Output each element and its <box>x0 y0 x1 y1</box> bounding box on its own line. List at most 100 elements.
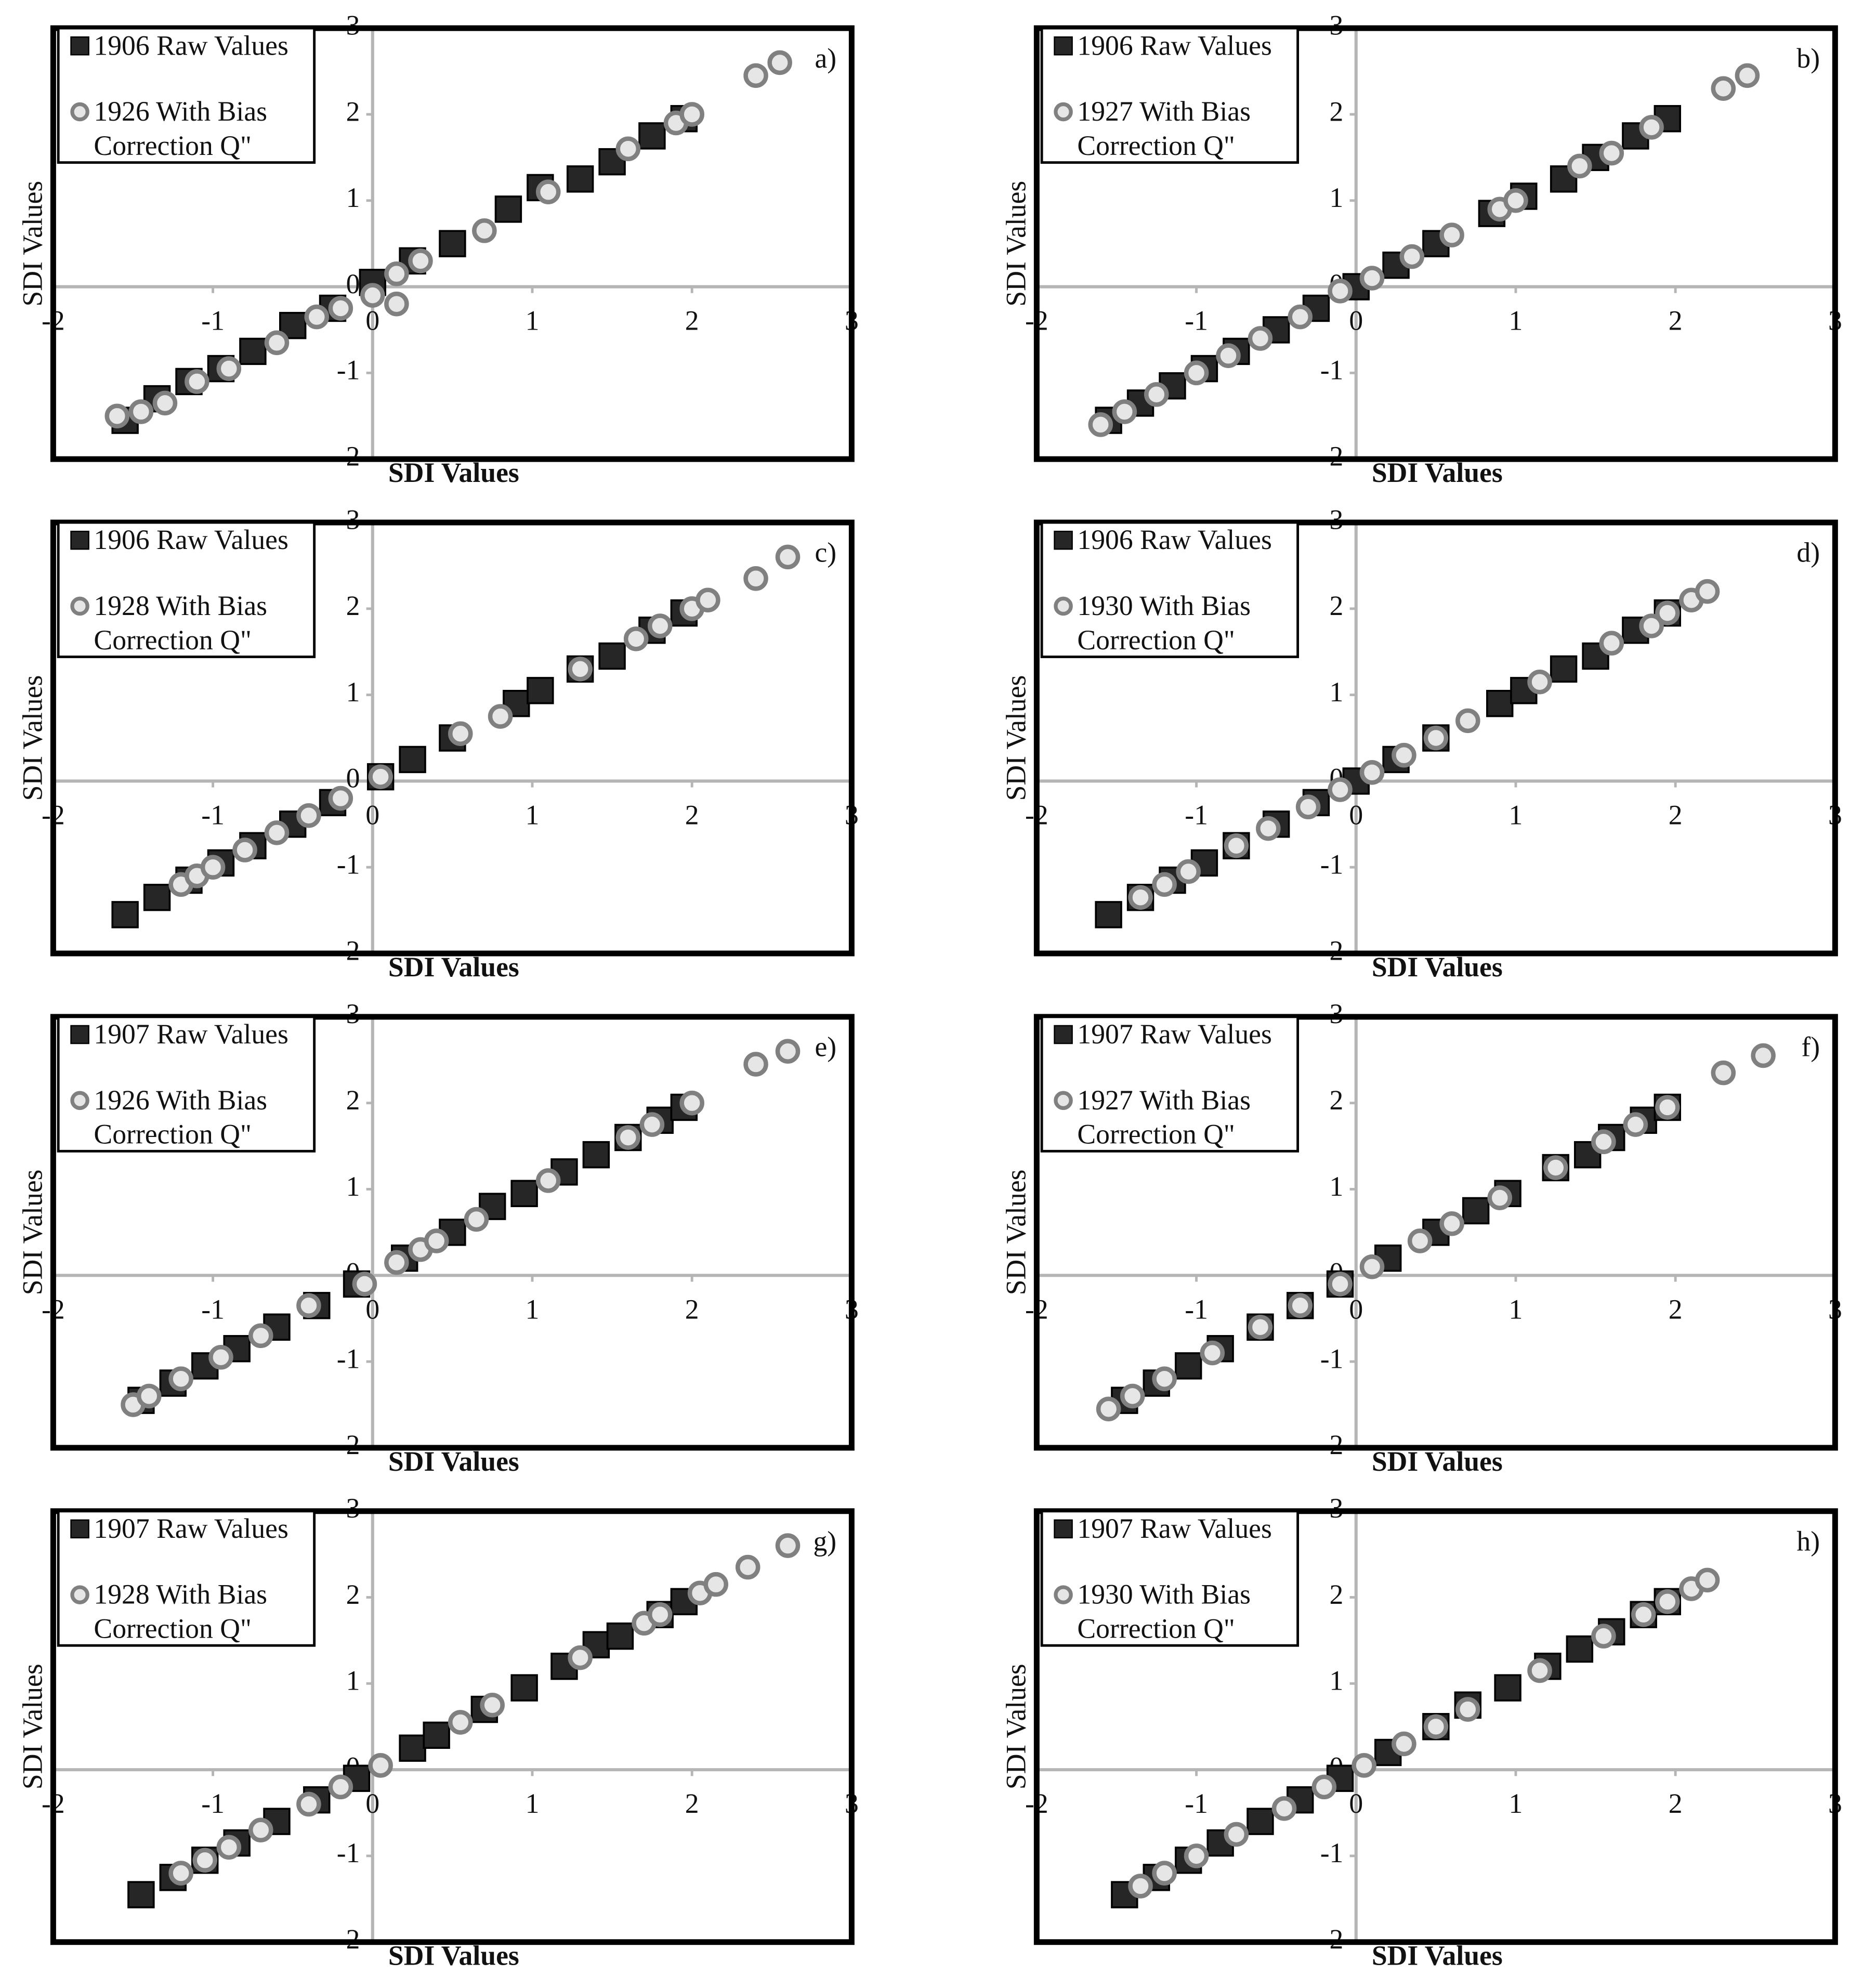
legend-entry: 1927 With Bias Correction Q" <box>1077 1084 1251 1150</box>
y-tick-label: -2 <box>337 935 360 966</box>
point <box>1711 1060 1736 1085</box>
point <box>296 803 321 828</box>
x-tick-label: 1 <box>526 1788 540 1819</box>
point <box>775 1533 801 1558</box>
legend-box <box>1040 1510 1300 1647</box>
point <box>1439 1211 1464 1236</box>
legend-box <box>57 1510 316 1647</box>
point <box>200 855 226 880</box>
panel-label: f) <box>1801 1031 1820 1063</box>
legend-entry: 1906 Raw Values <box>1077 30 1271 61</box>
x-tick-label: 2 <box>1669 1293 1683 1325</box>
point <box>1200 1340 1225 1366</box>
y-tick-label: 2 <box>346 590 360 621</box>
point <box>1088 412 1113 437</box>
point <box>136 1383 162 1409</box>
point <box>1359 266 1385 291</box>
point <box>568 1645 593 1670</box>
y-axis-label: SDI Values <box>17 1664 48 1789</box>
point <box>408 248 433 273</box>
point <box>439 230 466 257</box>
legend-label: 1907 Raw Values <box>1077 1512 1272 1545</box>
point <box>1503 188 1528 213</box>
point <box>1494 1674 1521 1702</box>
legend-marker <box>70 36 89 56</box>
panel-label: d) <box>1796 537 1820 568</box>
x-tick-label: -1 <box>201 1788 225 1819</box>
point <box>1591 1129 1616 1155</box>
legend-label: 1906 Raw Values <box>94 524 288 556</box>
legend-entry: 1907 Raw Values <box>1077 1512 1272 1545</box>
x-tick-label: 0 <box>365 1788 379 1819</box>
point <box>239 337 267 365</box>
point <box>216 1835 242 1860</box>
x-tick-label: 2 <box>1669 305 1683 336</box>
point <box>1399 244 1425 269</box>
x-tick-label: 1 <box>1509 799 1523 830</box>
point <box>1256 816 1281 841</box>
y-tick-label: -2 <box>1320 1924 1344 1955</box>
point <box>128 399 154 424</box>
y-tick-label: 0 <box>346 763 360 794</box>
y-tick-label: 3 <box>346 998 360 1029</box>
x-tick-label: 1 <box>526 799 540 830</box>
x-axis-label: SDI Values <box>388 1940 519 1971</box>
point <box>1359 760 1385 785</box>
point <box>775 544 801 570</box>
x-tick-label: 2 <box>685 305 699 336</box>
point <box>1543 1155 1568 1180</box>
point <box>1248 1314 1273 1340</box>
x-tick-label: 0 <box>365 305 379 336</box>
point <box>1271 1796 1297 1821</box>
point <box>423 1721 450 1749</box>
point <box>111 901 139 928</box>
y-tick-label: -1 <box>1320 355 1344 386</box>
x-tick-label: 2 <box>685 1788 699 1819</box>
legend-entry: 1928 With Bias Correction Q" <box>94 590 267 656</box>
point <box>1487 1185 1513 1210</box>
point <box>399 746 426 774</box>
legend-label: 1907 Raw Values <box>1077 1018 1272 1050</box>
point <box>1328 279 1353 304</box>
point <box>448 721 473 746</box>
legend-label: 1926 With Bias Correction Q" <box>94 1084 268 1150</box>
legend-box <box>1040 1015 1300 1153</box>
legend-entry: 1906 Raw Values <box>1077 524 1271 555</box>
x-axis-label: SDI Values <box>388 457 519 488</box>
point <box>1359 1254 1385 1279</box>
x-tick-label: 1 <box>526 305 540 336</box>
plot-frame <box>1033 519 1838 957</box>
x-axis-label: SDI Values <box>1372 1446 1503 1477</box>
x-tick-label: 2 <box>685 799 699 830</box>
point <box>1631 1602 1656 1627</box>
point <box>1144 382 1169 407</box>
x-tick-label: 2 <box>1669 1788 1683 1819</box>
legend-marker <box>1054 1025 1073 1044</box>
plot-frame <box>1033 1508 1838 1945</box>
legend-label: 1930 With Bias Correction Q" <box>1077 590 1251 656</box>
point <box>1695 1567 1720 1593</box>
point <box>384 1250 409 1275</box>
point <box>775 1039 801 1064</box>
point <box>1423 1714 1449 1739</box>
y-tick-label: 2 <box>346 1084 360 1116</box>
legend-marker <box>1054 596 1073 616</box>
plot-frame <box>1033 1014 1838 1451</box>
legend-marker <box>1054 36 1073 56</box>
point <box>1096 1396 1121 1422</box>
legend-entry: 1926 With Bias Correction Q" <box>94 95 267 161</box>
point <box>1224 833 1249 858</box>
x-tick-label: -1 <box>1185 799 1208 830</box>
point <box>615 136 641 162</box>
legend-label: 1907 Raw Values <box>94 1018 288 1050</box>
point <box>1352 1753 1376 1778</box>
point <box>1527 1658 1552 1683</box>
legend-entry: 1928 With Bias Correction Q" <box>94 1578 267 1644</box>
point <box>127 1881 155 1908</box>
y-tick-label: -1 <box>1320 1837 1344 1868</box>
y-tick-label: 3 <box>346 1493 360 1524</box>
point <box>448 1710 473 1735</box>
point <box>185 369 209 394</box>
point <box>1095 901 1122 928</box>
point <box>1566 1635 1594 1663</box>
